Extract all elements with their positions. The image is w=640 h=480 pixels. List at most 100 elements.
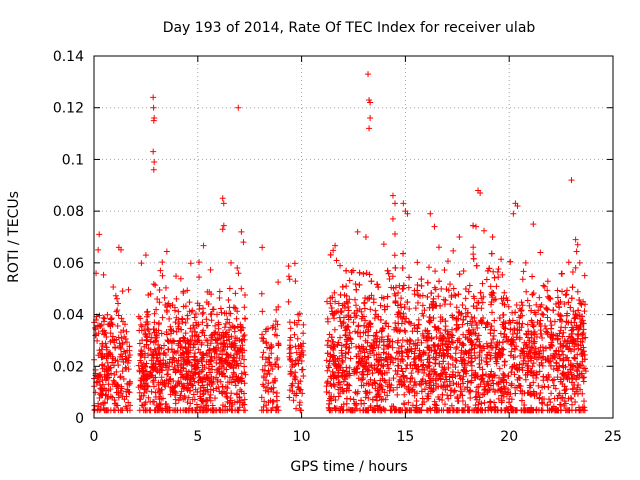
data-point	[524, 321, 531, 328]
data-point	[503, 379, 510, 386]
data-point	[354, 329, 361, 336]
data-point	[368, 362, 375, 369]
data-point	[544, 287, 551, 294]
data-point	[551, 354, 558, 361]
data-point	[418, 276, 425, 283]
data-point	[183, 368, 190, 375]
data-point	[115, 312, 122, 319]
data-point	[485, 382, 492, 389]
data-point	[548, 339, 555, 346]
data-point	[180, 288, 187, 295]
data-point	[427, 407, 434, 414]
data-point	[566, 333, 573, 340]
data-point	[549, 405, 556, 412]
data-point	[351, 366, 358, 373]
data-point	[101, 318, 108, 325]
data-point	[414, 281, 421, 288]
data-point	[194, 339, 201, 346]
data-point	[329, 294, 336, 301]
data-point	[538, 359, 545, 366]
data-point	[194, 388, 201, 395]
data-point	[122, 364, 129, 371]
data-point	[471, 330, 478, 337]
data-point	[497, 386, 504, 393]
data-point	[394, 384, 401, 391]
data-point	[292, 374, 299, 381]
data-point	[499, 339, 506, 346]
data-point	[513, 301, 520, 308]
data-point	[440, 367, 447, 374]
data-point	[382, 379, 389, 386]
data-point	[487, 352, 494, 359]
data-point	[577, 386, 584, 393]
data-point	[149, 365, 156, 372]
data-point	[258, 394, 265, 401]
data-point	[574, 335, 581, 342]
data-point	[399, 336, 406, 343]
data-point	[275, 279, 282, 286]
data-point	[296, 402, 303, 409]
data-point	[558, 324, 565, 331]
data-point	[545, 355, 552, 362]
data-point	[209, 363, 216, 370]
data-point	[360, 382, 367, 389]
data-point	[563, 312, 570, 319]
data-point	[138, 348, 145, 355]
data-point	[384, 343, 391, 350]
data-point	[522, 259, 529, 266]
data-point	[504, 297, 511, 304]
data-point	[100, 314, 107, 321]
data-point	[445, 364, 452, 371]
data-point	[484, 343, 491, 350]
data-point	[122, 335, 129, 342]
data-point	[483, 359, 490, 366]
chart-title: Day 193 of 2014, Rate Of TEC Index for r…	[163, 20, 536, 36]
data-point	[443, 346, 450, 353]
data-point	[367, 306, 374, 313]
data-point	[481, 386, 488, 393]
data-point	[151, 346, 158, 353]
data-point	[574, 390, 581, 397]
data-point	[545, 384, 552, 391]
data-point	[363, 390, 370, 397]
data-point	[500, 311, 507, 318]
data-point	[558, 313, 565, 320]
data-point	[238, 388, 245, 395]
data-point	[180, 354, 187, 361]
data-point	[567, 366, 574, 373]
data-point	[331, 326, 338, 333]
data-point	[112, 345, 119, 352]
data-point	[119, 353, 126, 360]
data-point	[530, 330, 537, 337]
data-point	[115, 389, 122, 396]
data-point	[528, 344, 535, 351]
data-point	[352, 281, 359, 288]
data-point	[365, 394, 372, 401]
data-point	[123, 393, 130, 400]
data-point	[485, 387, 492, 394]
data-point	[402, 328, 409, 335]
data-point	[559, 362, 566, 369]
data-point	[540, 282, 547, 289]
data-point	[556, 363, 563, 370]
data-point	[540, 373, 547, 380]
data-point	[535, 407, 542, 414]
data-point	[259, 366, 266, 373]
x-tick-labels: 0 5 10 15 20 25	[90, 429, 622, 445]
data-point	[332, 396, 339, 403]
data-point	[286, 353, 293, 360]
data-point	[105, 364, 112, 371]
data-point	[161, 294, 168, 301]
data-point	[143, 388, 150, 395]
data-point	[198, 368, 205, 375]
data-point	[294, 335, 301, 342]
data-point	[226, 406, 233, 413]
data-point	[406, 336, 413, 343]
data-point	[240, 239, 247, 246]
data-point	[454, 395, 461, 402]
data-point	[415, 321, 422, 328]
data-point	[365, 71, 372, 78]
data-point	[521, 350, 528, 357]
data-point	[123, 328, 130, 335]
